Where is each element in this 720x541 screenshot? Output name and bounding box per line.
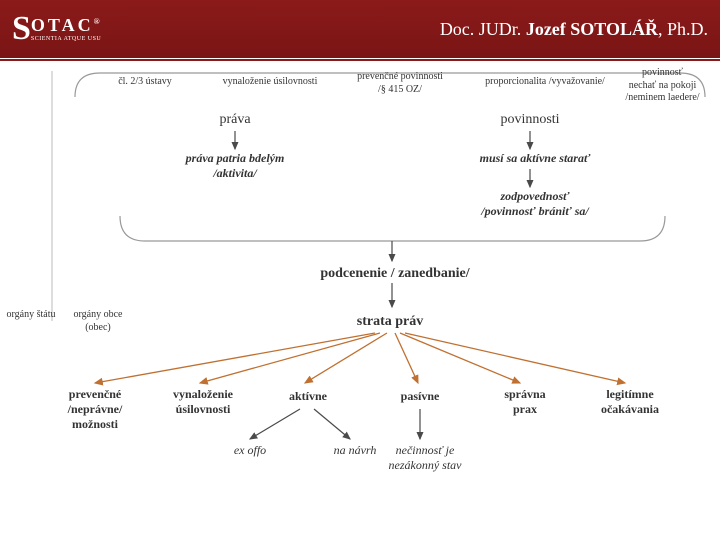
povinnosti-sub2: zodpovednosť/povinnosť brániť sa/ <box>450 189 620 219</box>
sub-necinnost: nečinnosť jenezákonný stav <box>375 443 475 473</box>
organy-statu: orgány štátu <box>6 309 56 322</box>
diagram: čl. 2/3 ústavy vynaloženie úsilovnosti p… <box>0 61 720 541</box>
top-node-proporcionalita: proporcionalita /vyvažovanie/ <box>470 76 620 89</box>
bottom-pasivne: pasívne <box>390 389 450 404</box>
organy-obce: orgány obce(obec) <box>62 309 134 334</box>
bottom-vynalozenie: vynaloženieúsilovnosti <box>158 387 248 417</box>
logo: S OTAC® SCIENTIA ATQUE USU <box>12 10 103 48</box>
bottom-aktivne: aktívne <box>278 389 338 404</box>
bottom-legitimne: legitímneočakávania <box>590 387 670 417</box>
bottom-spravna: správnaprax <box>490 387 560 417</box>
prava-label: práva <box>200 111 270 129</box>
top-node-usilovnost: vynaloženie úsilovnosti <box>210 76 330 89</box>
podcenenie-label: podcenenie / zanedbanie/ <box>290 265 500 283</box>
strata-label: strata práv <box>330 313 450 331</box>
povinnosti-label: povinnosti <box>490 111 570 129</box>
header: S OTAC® SCIENTIA ATQUE USU Doc. JUDr. Jo… <box>0 0 720 58</box>
diagram-lines <box>0 61 720 541</box>
logo-main: OTAC® <box>31 16 103 34</box>
header-name: Doc. JUDr. Jozef SOTOLÁŘ, Ph.D. <box>440 19 708 40</box>
top-node-neminem: povinnosť nechať na pokoji /neminem laed… <box>610 67 715 105</box>
povinnosti-sub1: musí sa aktívne starať <box>450 151 620 166</box>
logo-s: S <box>12 10 31 48</box>
logo-sub: SCIENTIA ATQUE USU <box>31 36 103 42</box>
top-node-ustava: čl. 2/3 ústavy <box>100 76 190 89</box>
bottom-prevencne: prevenčné/neprávne/možnosti <box>50 387 140 432</box>
prava-sub: práva patria bdelým/aktivita/ <box>155 151 315 181</box>
top-node-prevencne: prevenčné povinnosti/§ 415 OZ/ <box>345 71 455 96</box>
sub-exoffo: ex offo <box>215 443 285 458</box>
